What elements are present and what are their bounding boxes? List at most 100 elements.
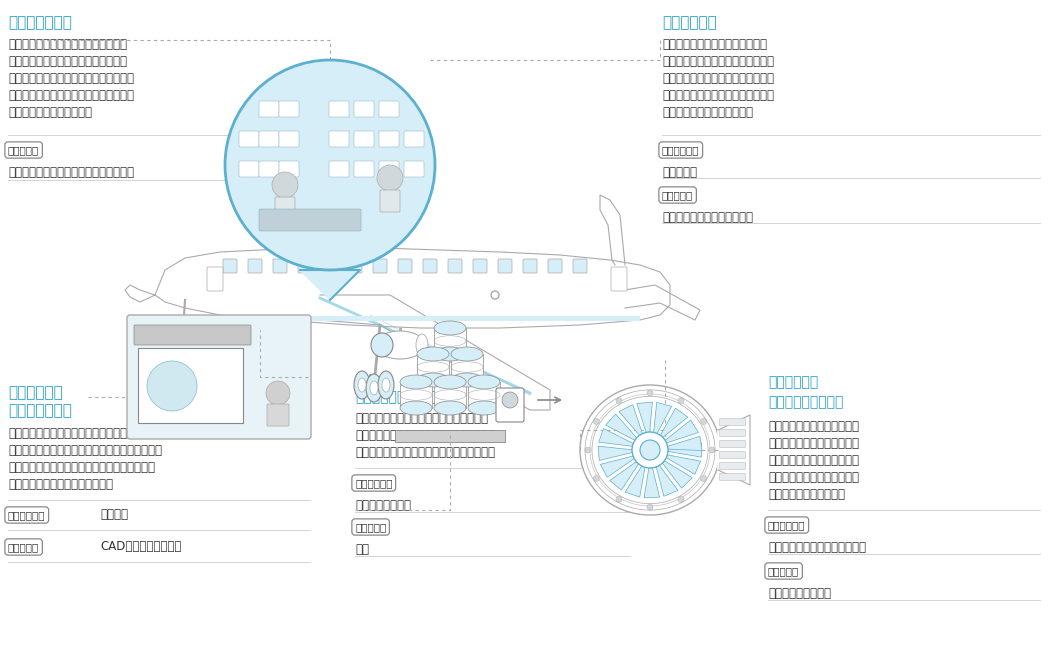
FancyBboxPatch shape (452, 354, 483, 380)
FancyBboxPatch shape (400, 382, 432, 408)
Circle shape (491, 291, 499, 299)
Text: 巨大なジェットエンジンは精: 巨大なジェットエンジンは精 (768, 420, 859, 433)
Polygon shape (658, 420, 698, 446)
FancyBboxPatch shape (259, 209, 361, 231)
FancyBboxPatch shape (523, 259, 537, 273)
Ellipse shape (434, 347, 466, 361)
FancyBboxPatch shape (298, 259, 312, 273)
Text: 天候を見極めて適切な航路で飛行する: 天候を見極めて適切な航路で飛行する (8, 38, 127, 51)
Polygon shape (620, 404, 646, 442)
FancyBboxPatch shape (248, 259, 262, 273)
FancyBboxPatch shape (279, 161, 299, 177)
FancyBboxPatch shape (239, 161, 259, 177)
Text: 報には「流体力学」と「熱力学」、飛行: 報には「流体力学」と「熱力学」、飛行 (8, 72, 134, 85)
Text: 気象情報の熟知: 気象情報の熟知 (8, 15, 71, 30)
Text: 関連する製品: 関連する製品 (355, 478, 393, 488)
FancyBboxPatch shape (329, 101, 349, 117)
Text: 材料力学、機械力学、流体力学、熱力学: 材料力学、機械力学、流体力学、熱力学 (8, 166, 134, 179)
Circle shape (225, 60, 435, 270)
Text: モデリング技術: モデリング技術 (8, 403, 71, 418)
Circle shape (709, 447, 715, 453)
Text: 燃焼: 燃焼 (355, 543, 369, 556)
FancyBboxPatch shape (448, 259, 462, 273)
FancyBboxPatch shape (354, 101, 374, 117)
Text: 大型旅客機の着陸装置（ランディングギア）には、: 大型旅客機の着陸装置（ランディングギア）には、 (8, 427, 169, 440)
Ellipse shape (366, 374, 382, 402)
FancyBboxPatch shape (275, 197, 295, 219)
Polygon shape (598, 428, 640, 448)
FancyBboxPatch shape (259, 161, 279, 177)
Polygon shape (125, 285, 155, 302)
Polygon shape (610, 457, 644, 490)
Ellipse shape (417, 373, 449, 387)
Circle shape (616, 398, 622, 404)
Text: でありながら高温や激しい振: でありながら高温や激しい振 (768, 471, 859, 484)
Text: ジェットエンジンの性能追求: ジェットエンジンの性能追求 (355, 390, 464, 404)
Text: 必要な技術: 必要な技術 (768, 566, 799, 576)
Ellipse shape (590, 394, 710, 506)
Ellipse shape (434, 321, 466, 335)
FancyBboxPatch shape (434, 382, 466, 408)
Ellipse shape (434, 401, 466, 415)
FancyBboxPatch shape (496, 388, 524, 422)
Text: ためには、気象情報が必須だ。気象予: ためには、気象情報が必須だ。気象予 (8, 55, 127, 68)
FancyBboxPatch shape (404, 131, 424, 147)
Polygon shape (653, 402, 672, 442)
Polygon shape (659, 453, 700, 475)
FancyBboxPatch shape (239, 131, 259, 147)
Circle shape (616, 496, 622, 502)
FancyBboxPatch shape (468, 382, 500, 408)
Text: 関連する製品: 関連する製品 (8, 510, 45, 520)
Text: 主翼、機体: 主翼、機体 (662, 166, 697, 179)
Ellipse shape (417, 347, 449, 361)
FancyBboxPatch shape (354, 161, 374, 177)
Ellipse shape (434, 375, 466, 389)
Circle shape (585, 447, 591, 453)
Text: 合的なアプローチが必要だ。: 合的なアプローチが必要だ。 (662, 106, 753, 119)
Text: 負荷低減を同時に追求していく必要がある。: 負荷低減を同時に追求していく必要がある。 (355, 446, 495, 459)
Text: ジェットエンジン（ブレード）: ジェットエンジン（ブレード） (768, 541, 866, 554)
FancyBboxPatch shape (395, 430, 505, 442)
Ellipse shape (452, 347, 483, 361)
Ellipse shape (358, 378, 366, 392)
FancyBboxPatch shape (719, 430, 745, 436)
FancyBboxPatch shape (329, 161, 349, 177)
Text: 関連する製品: 関連する製品 (768, 520, 805, 530)
Polygon shape (606, 414, 643, 444)
Ellipse shape (354, 371, 370, 399)
FancyBboxPatch shape (548, 259, 562, 273)
FancyBboxPatch shape (379, 131, 399, 147)
FancyBboxPatch shape (398, 259, 412, 273)
Ellipse shape (400, 375, 432, 389)
Polygon shape (300, 270, 360, 300)
FancyBboxPatch shape (267, 404, 289, 426)
FancyBboxPatch shape (719, 473, 745, 481)
Circle shape (640, 440, 660, 460)
Text: ジェット機の: ジェット機の (8, 385, 63, 400)
FancyBboxPatch shape (134, 325, 251, 345)
Polygon shape (644, 459, 659, 498)
Polygon shape (660, 443, 701, 457)
Text: CAD、製品モデリング: CAD、製品モデリング (100, 540, 182, 553)
Text: 巨大な部品が使用されている。信頼性の高い部品: 巨大な部品が使用されている。信頼性の高い部品 (8, 444, 162, 457)
Circle shape (678, 496, 684, 502)
Text: 必要な技術: 必要な技術 (355, 522, 386, 532)
FancyBboxPatch shape (223, 259, 237, 273)
FancyBboxPatch shape (719, 463, 745, 469)
Ellipse shape (371, 333, 393, 357)
Circle shape (377, 165, 403, 191)
Circle shape (632, 432, 668, 468)
Text: 着陸ギア: 着陸ギア (100, 508, 128, 522)
FancyBboxPatch shape (472, 259, 487, 273)
Polygon shape (320, 295, 550, 410)
FancyBboxPatch shape (138, 348, 243, 423)
Text: 動に耐える必要がある。: 動に耐える必要がある。 (768, 488, 845, 501)
Circle shape (647, 390, 653, 396)
FancyBboxPatch shape (434, 328, 466, 354)
Text: 関連する製品: 関連する製品 (662, 145, 699, 155)
Ellipse shape (416, 334, 428, 356)
Text: 微細加工、振動制御: 微細加工、振動制御 (768, 587, 831, 600)
Ellipse shape (375, 331, 425, 359)
FancyBboxPatch shape (273, 259, 287, 273)
Text: 密機械の集合物だ。タービン: 密機械の集合物だ。タービン (768, 437, 859, 450)
